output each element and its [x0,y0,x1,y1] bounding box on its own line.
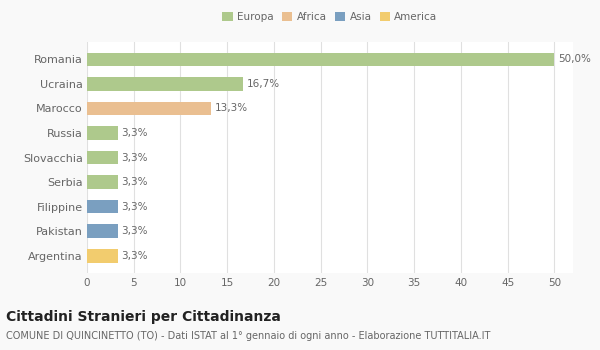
Legend: Europa, Africa, Asia, America: Europa, Africa, Asia, America [220,10,440,25]
Bar [87,102,211,115]
Bar [87,175,118,189]
Bar [87,77,243,91]
Bar [87,52,554,66]
Bar [87,151,118,164]
Text: 16,7%: 16,7% [247,79,280,89]
Text: Cittadini Stranieri per Cittadinanza: Cittadini Stranieri per Cittadinanza [6,310,281,324]
Bar [87,126,118,140]
Bar [87,224,118,238]
Text: 3,3%: 3,3% [122,251,148,261]
Bar [87,249,118,262]
Text: COMUNE DI QUINCINETTO (TO) - Dati ISTAT al 1° gennaio di ogni anno - Elaborazion: COMUNE DI QUINCINETTO (TO) - Dati ISTAT … [6,331,490,341]
Text: 13,3%: 13,3% [215,103,248,113]
Text: 3,3%: 3,3% [122,153,148,162]
Bar [87,200,118,214]
Text: 3,3%: 3,3% [122,177,148,187]
Text: 3,3%: 3,3% [122,128,148,138]
Text: 3,3%: 3,3% [122,226,148,236]
Text: 50,0%: 50,0% [558,54,591,64]
Text: 3,3%: 3,3% [122,202,148,212]
